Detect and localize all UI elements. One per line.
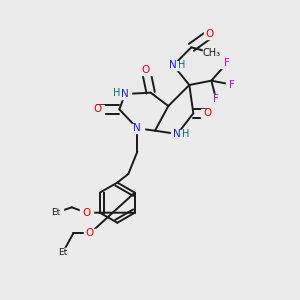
Text: O: O bbox=[93, 104, 101, 114]
Bar bbox=[119, 89, 131, 98]
Bar bbox=[210, 94, 222, 103]
Text: F: F bbox=[224, 58, 230, 68]
Bar bbox=[167, 61, 180, 70]
Bar bbox=[201, 109, 214, 118]
Bar bbox=[131, 124, 144, 133]
Bar bbox=[84, 229, 96, 238]
Bar bbox=[226, 80, 238, 89]
Text: O: O bbox=[206, 29, 214, 39]
Text: Et: Et bbox=[51, 208, 61, 217]
Bar bbox=[91, 105, 103, 114]
Bar bbox=[49, 208, 63, 217]
Text: Et: Et bbox=[58, 248, 67, 257]
Text: O: O bbox=[86, 228, 94, 238]
Text: O: O bbox=[142, 65, 150, 75]
Text: F: F bbox=[229, 80, 235, 90]
Text: H: H bbox=[182, 129, 189, 139]
Text: N: N bbox=[121, 89, 129, 99]
Bar bbox=[204, 29, 216, 38]
Text: H: H bbox=[113, 88, 120, 98]
Text: O: O bbox=[203, 108, 212, 118]
Bar bbox=[171, 130, 184, 139]
Bar bbox=[220, 59, 233, 68]
Bar bbox=[80, 208, 93, 217]
Text: H: H bbox=[178, 60, 185, 70]
Text: N: N bbox=[169, 60, 177, 70]
Text: O: O bbox=[82, 208, 91, 218]
Text: N: N bbox=[134, 123, 141, 133]
Bar bbox=[56, 248, 70, 257]
Text: F: F bbox=[213, 94, 219, 104]
Bar bbox=[202, 48, 220, 57]
Bar bbox=[140, 65, 152, 74]
Text: CH₃: CH₃ bbox=[202, 48, 220, 58]
Text: N: N bbox=[173, 129, 181, 139]
